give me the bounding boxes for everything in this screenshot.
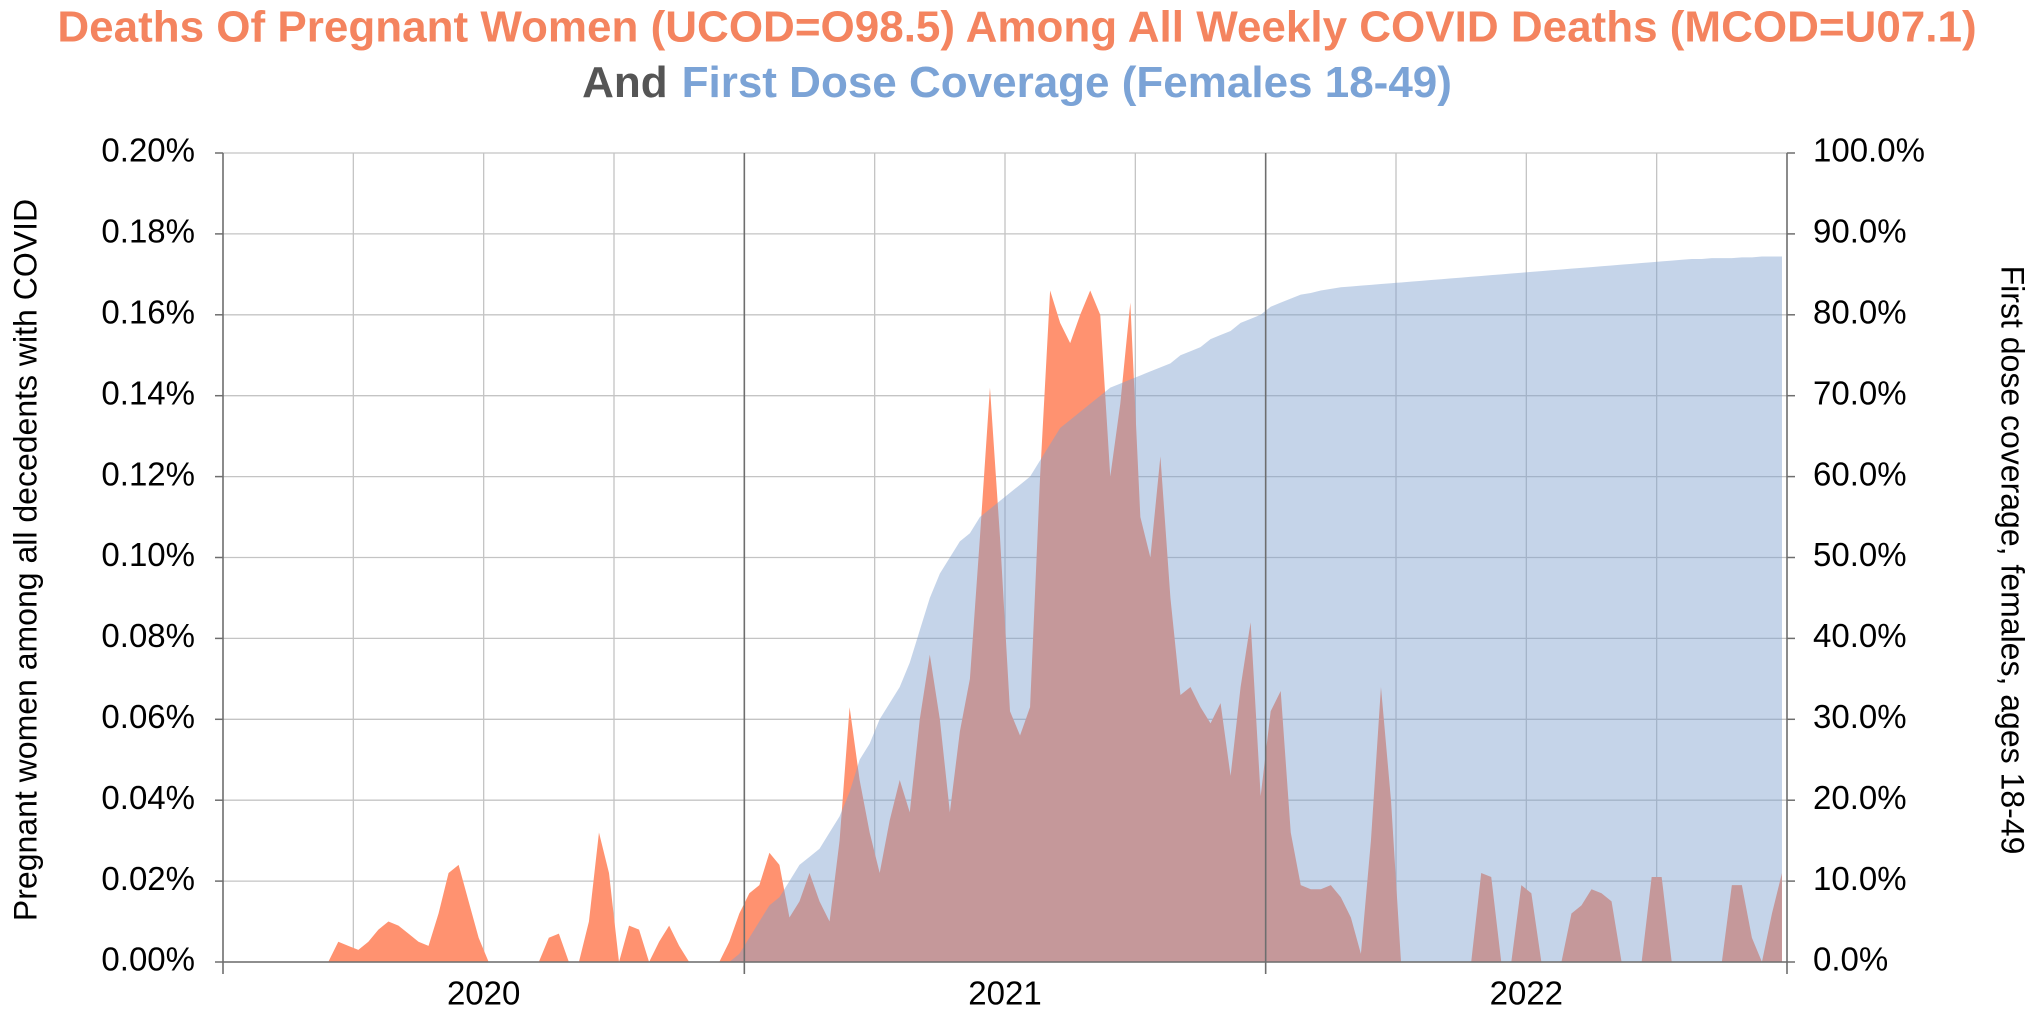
x-tick-label: 2020 bbox=[447, 975, 520, 1012]
y-tick-label: 0.04% bbox=[101, 779, 195, 816]
y-tick-label: 0.20% bbox=[101, 132, 195, 169]
y2-tick-label: 70.0% bbox=[1813, 374, 1907, 411]
title-highlight: First Dose Coverage (Females 18-49) bbox=[682, 58, 1452, 107]
y-tick-label: 0.06% bbox=[101, 698, 195, 735]
y2-tick-label: 40.0% bbox=[1813, 617, 1907, 654]
y-tick-label: 0.10% bbox=[101, 536, 195, 573]
y2-tick-label: 80.0% bbox=[1813, 294, 1907, 331]
y-tick-label: 0.08% bbox=[101, 617, 195, 654]
y2-tick-label: 30.0% bbox=[1813, 698, 1907, 735]
y2-tick-label: 10.0% bbox=[1813, 860, 1907, 897]
y2-tick-label: 100.0% bbox=[1813, 132, 1925, 169]
x-tick-label: 2022 bbox=[1490, 975, 1563, 1012]
y2-tick-label: 20.0% bbox=[1813, 779, 1907, 816]
x-tick-label: 2021 bbox=[968, 975, 1041, 1012]
y2-tick-label: 50.0% bbox=[1813, 536, 1907, 573]
chart-title-line1: Deaths Of Pregnant Women (UCOD=O98.5) Am… bbox=[57, 3, 1976, 52]
y2-tick-label: 90.0% bbox=[1813, 213, 1907, 250]
area bbox=[729, 256, 1782, 962]
y-tick-label: 0.18% bbox=[101, 213, 195, 250]
y-axis-title: Pregnant women among all decedents with … bbox=[7, 199, 43, 921]
y2-axis-title: First dose coverage, females, ages 18-49 bbox=[1995, 266, 2031, 855]
title-prefix: And bbox=[582, 58, 668, 107]
y2-tick-label: 0.0% bbox=[1813, 941, 1888, 978]
y-tick-label: 0.16% bbox=[101, 294, 195, 331]
chart-title-line2: And First Dose Coverage (Females 18-49) bbox=[582, 58, 1452, 107]
y2-tick-label: 60.0% bbox=[1813, 455, 1907, 492]
y-tick-label: 0.12% bbox=[101, 455, 195, 492]
y-tick-label: 0.14% bbox=[101, 374, 195, 411]
y-tick-label: 0.02% bbox=[101, 860, 195, 897]
area bbox=[228, 290, 1782, 962]
y-tick-label: 0.00% bbox=[101, 941, 195, 978]
